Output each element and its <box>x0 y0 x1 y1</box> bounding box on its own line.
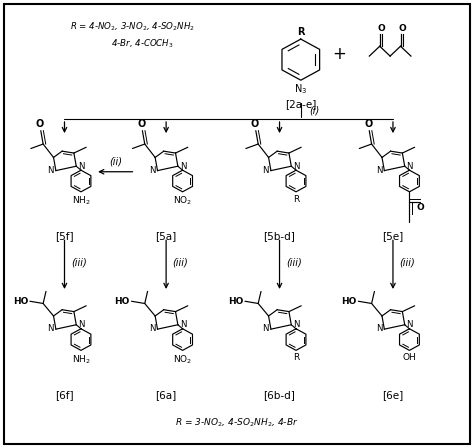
Text: R: R <box>293 195 299 204</box>
Text: O: O <box>137 119 146 129</box>
Text: N$_3$: N$_3$ <box>294 82 307 96</box>
Text: N: N <box>78 162 85 171</box>
Text: HO: HO <box>341 297 356 306</box>
Text: [5b-d]: [5b-d] <box>264 232 295 241</box>
Text: HO: HO <box>228 297 243 306</box>
Text: O: O <box>36 119 44 129</box>
Text: O: O <box>364 119 373 129</box>
Text: R = 3-NO$_2$, 4-SO$_2$NH$_2$, 4-Br: R = 3-NO$_2$, 4-SO$_2$NH$_2$, 4-Br <box>175 417 299 430</box>
Text: (iii): (iii) <box>71 258 87 267</box>
Text: +: + <box>333 45 346 63</box>
Text: N: N <box>407 162 413 171</box>
Text: N: N <box>180 162 186 171</box>
Text: [5e]: [5e] <box>383 232 403 241</box>
Text: R: R <box>293 353 299 362</box>
Text: [5a]: [5a] <box>155 232 177 241</box>
Text: N: N <box>149 166 155 175</box>
Text: N: N <box>263 324 269 333</box>
Text: N: N <box>263 166 269 175</box>
Text: N: N <box>47 324 54 333</box>
Text: (i): (i) <box>309 105 319 115</box>
Text: NH$_2$: NH$_2$ <box>72 195 90 207</box>
Text: N: N <box>293 162 300 171</box>
Text: [6b-d]: [6b-d] <box>264 390 295 400</box>
Text: O: O <box>398 24 406 33</box>
Text: NH$_2$: NH$_2$ <box>72 353 90 366</box>
Text: O: O <box>251 119 259 129</box>
Text: 4-Br, 4-COCH$_3$: 4-Br, 4-COCH$_3$ <box>111 37 174 50</box>
Text: [5f]: [5f] <box>55 232 74 241</box>
Text: NO$_2$: NO$_2$ <box>173 353 192 366</box>
Text: (iii): (iii) <box>286 258 302 267</box>
Text: [6e]: [6e] <box>383 390 403 400</box>
Text: NO$_2$: NO$_2$ <box>173 195 192 207</box>
Text: [2a-e]: [2a-e] <box>285 99 317 109</box>
Text: N: N <box>180 320 186 329</box>
Text: [6a]: [6a] <box>155 390 177 400</box>
Text: O: O <box>417 203 425 212</box>
Text: HO: HO <box>13 297 28 306</box>
Text: (ii): (ii) <box>109 156 122 166</box>
Text: N: N <box>293 320 300 329</box>
Text: [6f]: [6f] <box>55 390 74 400</box>
Text: (iii): (iii) <box>173 258 189 267</box>
Text: R: R <box>297 27 305 37</box>
Text: N: N <box>149 324 155 333</box>
Text: N: N <box>47 166 54 175</box>
Text: N: N <box>407 320 413 329</box>
Text: R = 4-NO$_2$, 3-NO$_2$, 4-SO$_2$NH$_2$: R = 4-NO$_2$, 3-NO$_2$, 4-SO$_2$NH$_2$ <box>71 21 196 33</box>
Text: N: N <box>376 324 383 333</box>
Text: (iii): (iii) <box>400 258 415 267</box>
Text: N: N <box>78 320 85 329</box>
Text: N: N <box>376 166 383 175</box>
Text: O: O <box>377 24 385 33</box>
Text: OH: OH <box>402 353 416 362</box>
Text: HO: HO <box>114 297 129 306</box>
